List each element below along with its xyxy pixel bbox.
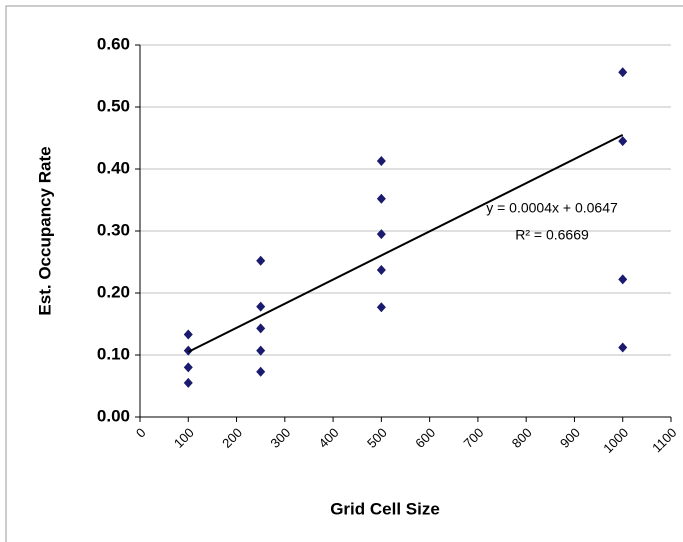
point: [618, 342, 628, 353]
y-tick-label: 0.50: [97, 96, 130, 115]
y-tick-label: 0.20: [97, 282, 130, 301]
point: [618, 67, 628, 78]
y-tick-label: 0.30: [97, 220, 130, 239]
point: [618, 274, 628, 285]
x-tick-label: 1000: [600, 425, 631, 456]
y-tick-label: 0.60: [97, 34, 130, 53]
point: [376, 302, 386, 313]
point: [256, 301, 266, 312]
x-tick-label: 900: [557, 425, 583, 451]
point: [376, 155, 386, 166]
frame: [5, 5, 683, 542]
point: [183, 345, 193, 356]
y-tick-label: 0.10: [97, 344, 130, 363]
point: [376, 229, 386, 240]
y-tick-label: 0.40: [97, 158, 130, 177]
x-tick-label: 200: [219, 425, 245, 451]
x-tick-label: 1100: [649, 425, 679, 455]
point: [618, 136, 628, 147]
x-tick-label: 600: [412, 425, 438, 451]
point: [256, 255, 266, 266]
y-tick-label: 0.00: [97, 406, 130, 425]
x-tick-label: 300: [267, 425, 293, 451]
point: [256, 345, 266, 356]
point: [256, 366, 266, 377]
x-tick-label: 0: [133, 425, 149, 441]
y-axis-label: Est. Occupancy Rate: [35, 146, 54, 315]
annotation: R² = 0.6669: [515, 227, 589, 243]
point: [376, 265, 386, 276]
point: [183, 377, 193, 388]
x-tick-label: 800: [509, 425, 535, 451]
x-tick-label: 700: [461, 425, 487, 451]
trendline: [187, 134, 624, 353]
x-tick-label: 400: [316, 425, 342, 451]
point: [256, 323, 266, 334]
point: [183, 362, 193, 373]
x-axis-label: Grid Cell Size: [330, 499, 440, 518]
x-tick-label: 500: [364, 425, 390, 451]
point: [376, 193, 386, 204]
point: [183, 329, 193, 340]
annotation: y = 0.0004x + 0.0647: [486, 200, 618, 216]
x-tick-label: 100: [171, 425, 197, 451]
